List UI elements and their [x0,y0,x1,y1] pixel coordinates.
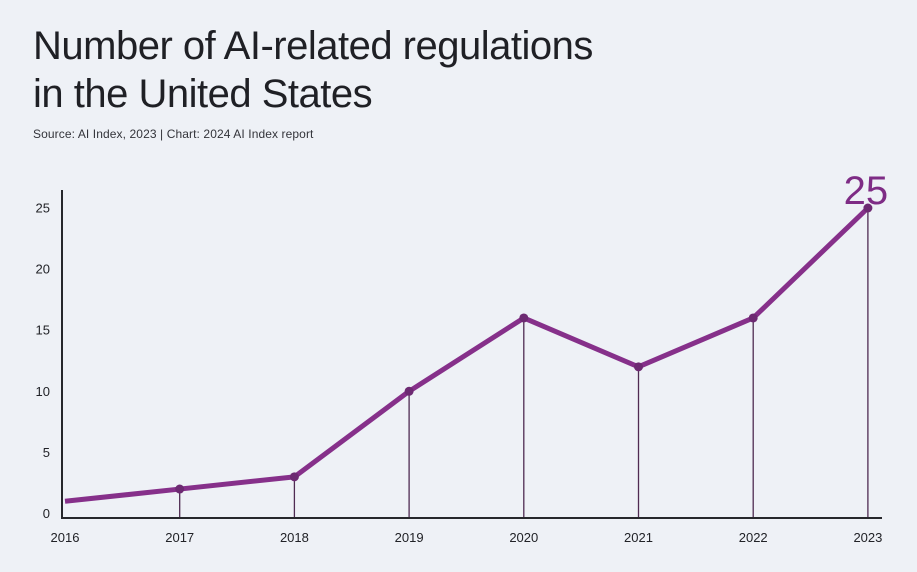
x-tick-label: 2023 [853,530,882,545]
line-chart-canvas: 0 5 10 15 20 25 2016 2017 2018 2019 2020 2021 2022 20… [36,169,889,545]
data-point-marker [634,362,643,372]
chart-header: Number of AI-related regulations in the U… [33,22,893,141]
data-point-marker [519,313,529,323]
y-tick-label: 20 [36,262,50,277]
data-point-marker [289,472,299,482]
y-tick-label: 15 [36,323,50,338]
y-tick-label: 5 [43,445,50,460]
x-tick-label: 2022 [739,530,768,545]
data-point-marker [404,386,414,396]
chart-title-line1: Number of AI-related regulations [33,24,593,68]
y-tick-label: 10 [36,384,50,399]
x-tick-label: 2016 [51,530,80,545]
x-tick-label: 2019 [395,530,424,545]
y-tick-label: 25 [36,201,50,216]
data-point-marker [748,313,758,323]
data-point-marker [175,484,185,494]
chart-title-line2: in the United States [33,72,373,116]
chart-title: Number of AI-related regulations in the U… [33,22,893,118]
line-chart: 0 5 10 15 20 25 2016 2017 2018 2019 2020 2021 2022 20… [0,160,917,567]
data-line [64,206,870,504]
x-tick-label: 2018 [280,530,309,545]
end-value-annotation: 25 [844,169,889,213]
x-tick-label: 2021 [624,530,653,545]
x-tick-label: 2017 [165,530,194,545]
x-tick-label: 2020 [509,530,538,545]
chart-source: Source: AI Index, 2023 | Chart: 2024 AI … [33,127,314,141]
y-tick-label: 0 [43,506,50,521]
data-point-marker [863,203,873,213]
